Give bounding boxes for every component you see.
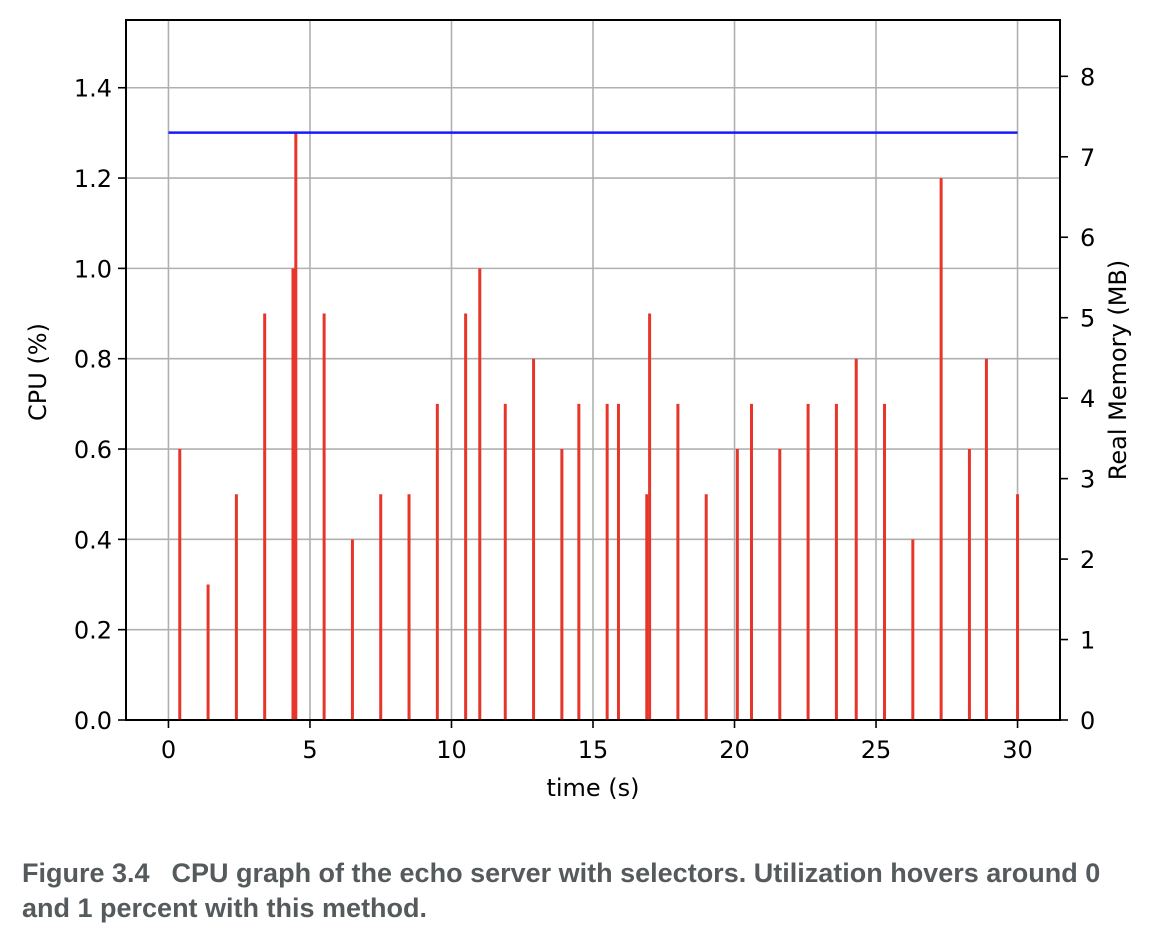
y-tick-label: 0.6: [74, 436, 112, 464]
y2-tick-label: 3: [1080, 466, 1095, 494]
figure-caption-text: CPU graph of the echo server with select…: [22, 858, 1101, 923]
cpu-memory-chart: 0 5 10 15 20 25 30 0.00.20.40.60.81.01.21.4 01…: [24, 19, 1132, 802]
grid-lines: [126, 20, 1060, 721]
y-tick-label: 1.0: [74, 255, 112, 283]
y2-tick-label: 7: [1080, 144, 1095, 172]
y-tick-label: 1.2: [74, 165, 112, 193]
figure-caption: Figure 3.4 CPU graph of the echo server w…: [22, 856, 1152, 926]
x-axis-ticks: 0 5 10 15 20 25 30: [161, 720, 1033, 764]
cpu-series: [168, 132, 1020, 721]
right-y-axis-label: Real Memory (MB): [1104, 260, 1132, 481]
x-tick-label: 5: [302, 736, 317, 764]
x-tick-label: 10: [436, 736, 467, 764]
y2-tick-label: 5: [1080, 305, 1095, 333]
y-tick-label: 1.4: [74, 75, 112, 103]
left-y-axis-label: CPU (%): [24, 323, 52, 421]
y2-tick-label: 6: [1080, 224, 1095, 252]
y-tick-label: 0.4: [74, 526, 112, 554]
y2-tick-label: 2: [1080, 546, 1095, 574]
x-axis-label: time (s): [546, 774, 639, 802]
y2-tick-label: 4: [1080, 385, 1095, 413]
y2-tick-label: 8: [1080, 63, 1095, 91]
figure-number: Figure 3.4: [22, 858, 150, 888]
x-tick-label: 30: [1002, 736, 1033, 764]
y-tick-label: 0.0: [74, 707, 112, 735]
y-tick-label: 0.8: [74, 346, 112, 374]
y2-tick-label: 0: [1080, 707, 1095, 735]
left-y-axis-ticks: 0.0 0.2 0.4 0.6 0.8 1.0 1.2 1.4: [74, 75, 126, 735]
x-tick-label: 20: [719, 736, 750, 764]
x-tick-label: 25: [861, 736, 892, 764]
y-tick-label: 0.2: [74, 617, 112, 645]
right-y-axis-ticks: 0 1 2 3 4 5 6 7 8: [1060, 63, 1095, 735]
x-tick-label: 15: [578, 736, 609, 764]
y2-tick-label: 1: [1080, 627, 1095, 655]
x-tick-label: 0: [161, 736, 176, 764]
